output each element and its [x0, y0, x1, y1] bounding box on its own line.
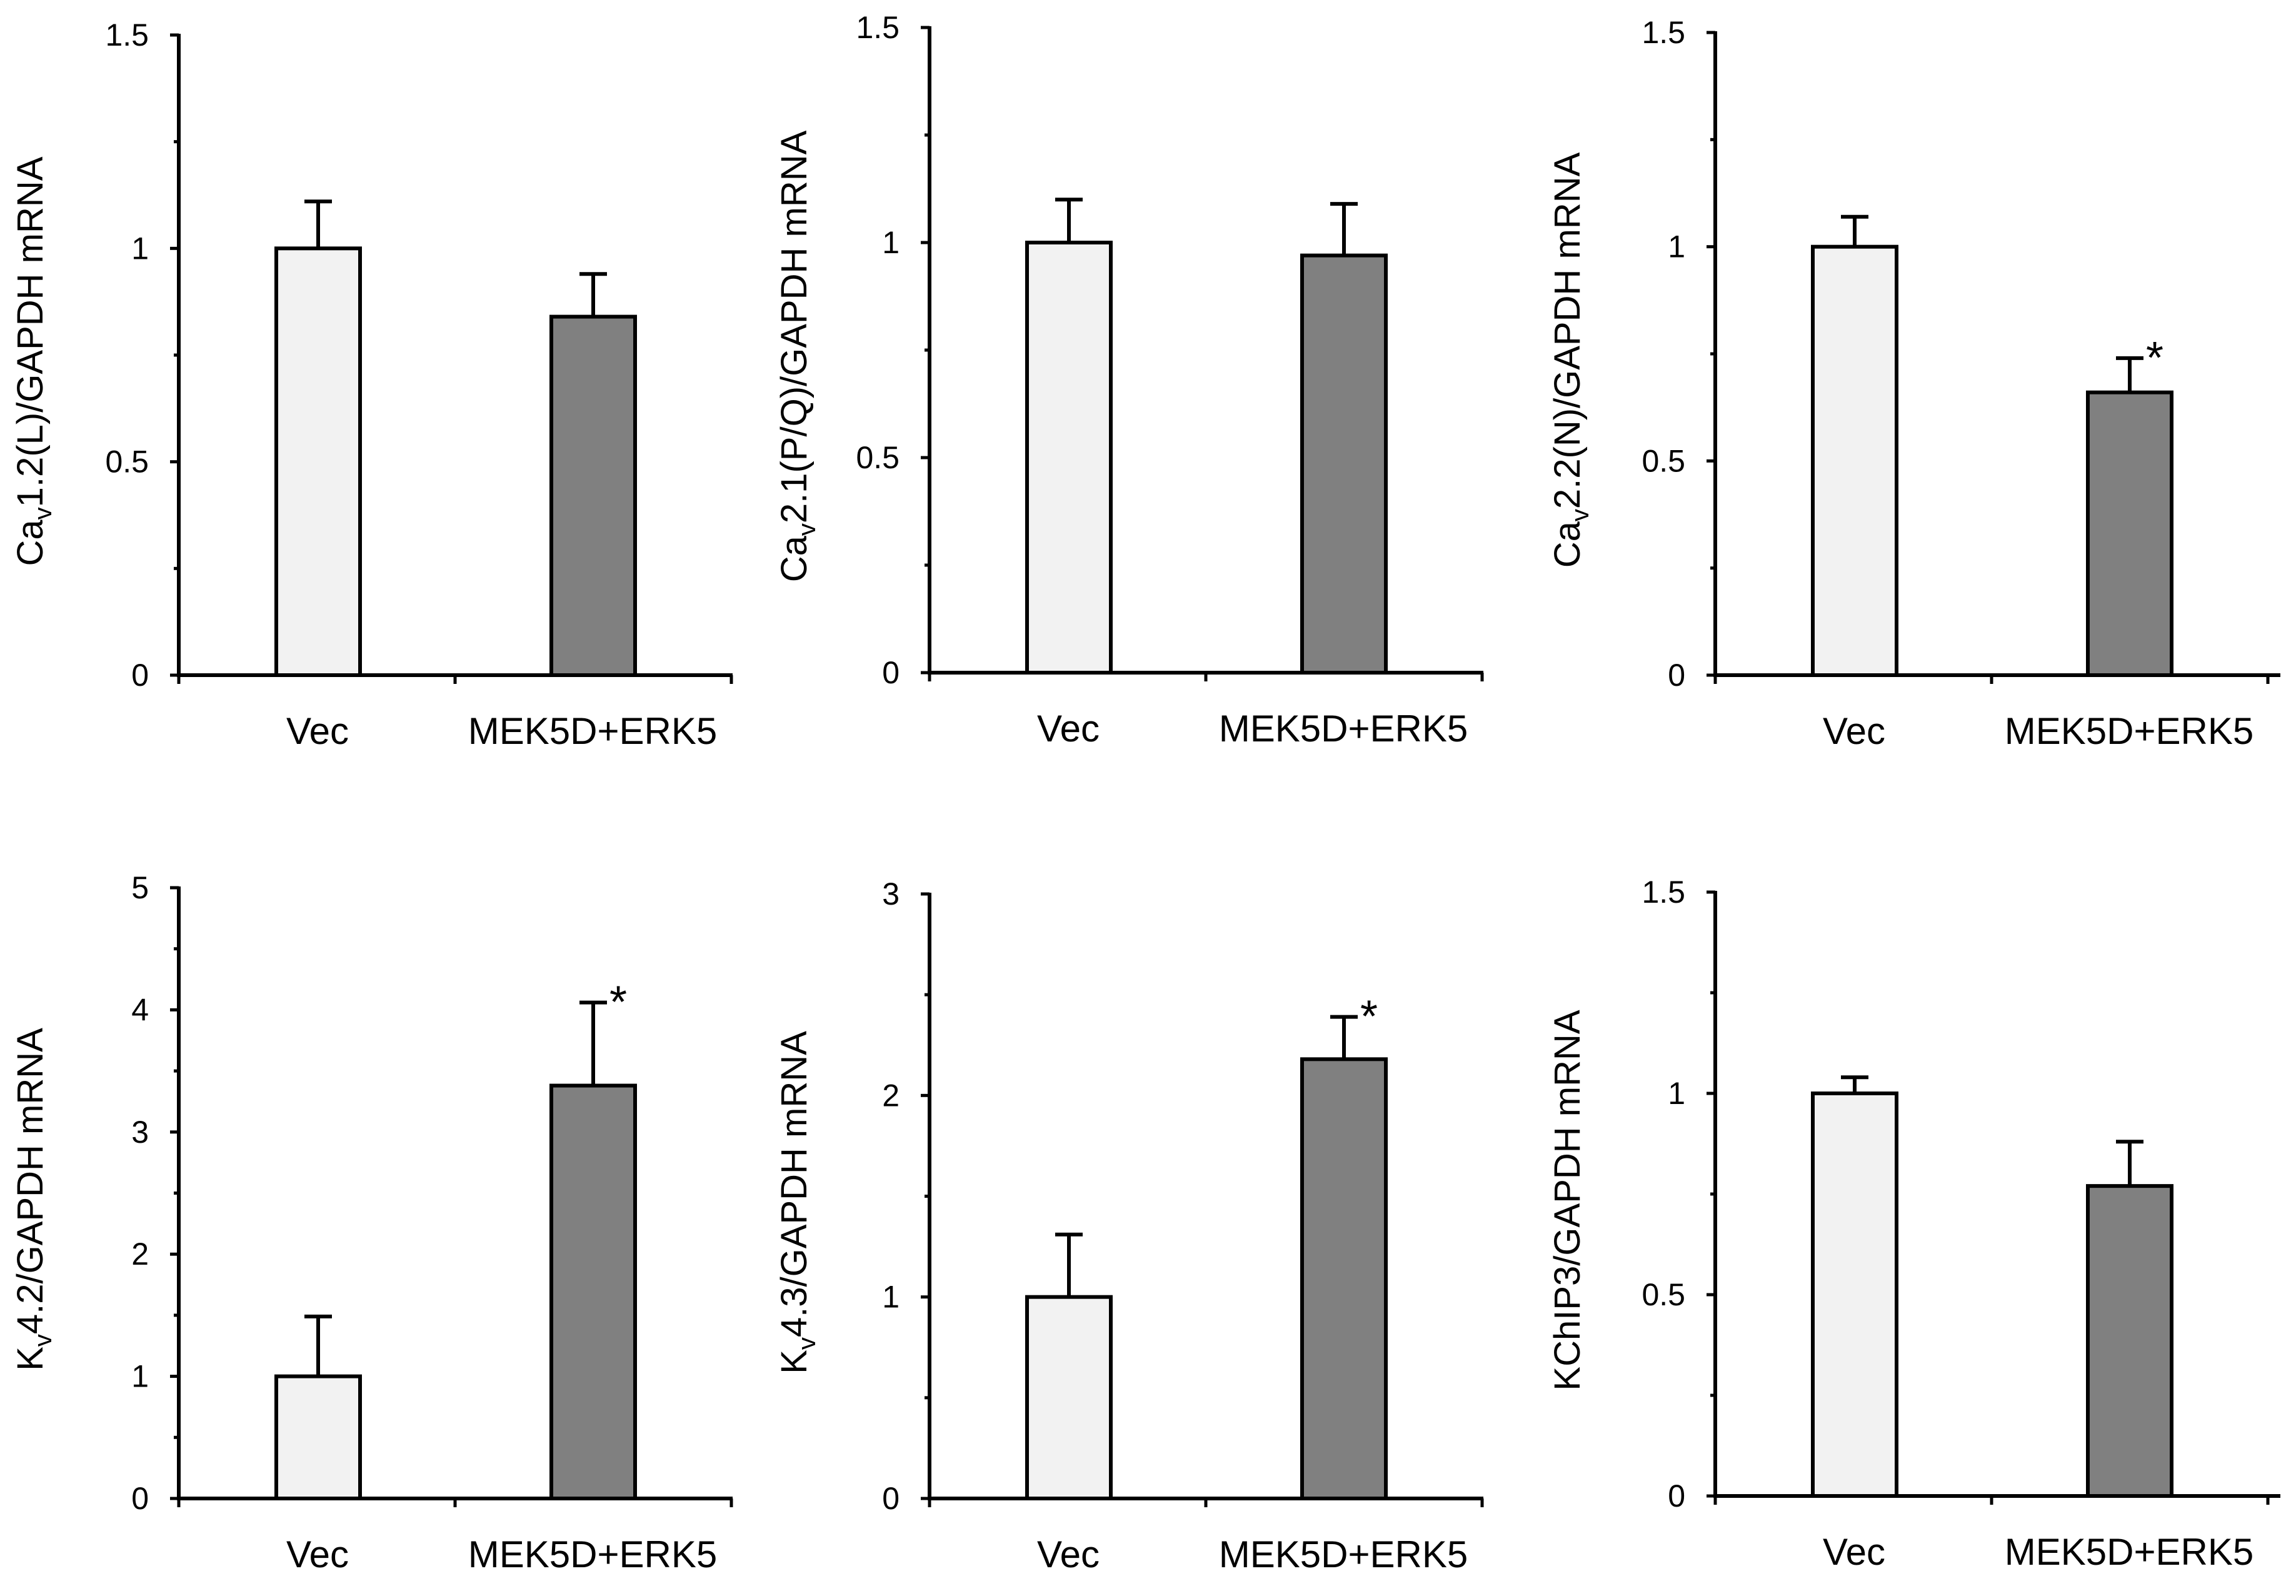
y-tick-label: 0.5	[105, 444, 149, 479]
y-axis-label-main: K	[774, 1350, 815, 1374]
bar-mek5d-erk5	[2086, 390, 2173, 677]
significance-marker: *	[2146, 333, 2163, 383]
bar-vec	[274, 1374, 362, 1501]
chart-panel-6: 0 0.5 1 1.5 Vec MEK5D+ERK5 KChIP3/GAPDH mRNA	[1547, 875, 2280, 1573]
y-tick-label: 0.5	[1642, 1277, 1685, 1312]
y-tick-label: 0	[1668, 1478, 1685, 1513]
y-axis-label: Cav1.2(L)/GAPDH mRNA	[10, 156, 57, 566]
y-axis-label-subscript: v	[1567, 509, 1594, 521]
y-tick-label: 1.5	[1642, 15, 1685, 50]
y-tick-label: 0	[1668, 658, 1685, 693]
bar-vec	[1025, 1295, 1113, 1501]
y-tick-label: 1.5	[105, 18, 149, 53]
y-axis-label-main: Ca	[774, 535, 815, 582]
y-tick-label: 2	[882, 1078, 900, 1113]
y-tick-label: 1.5	[1642, 875, 1685, 910]
y-tick-label: 1	[131, 231, 149, 266]
y-tick-label: 1	[1668, 229, 1685, 264]
y-tick-label: 0	[131, 658, 149, 693]
y-axis-label-main: KChIP3/GAPDH mRNA	[1547, 1010, 1588, 1390]
category-label: Vec	[286, 710, 349, 752]
y-tick-label: 0	[882, 1481, 900, 1516]
y-tick-label: 4	[131, 992, 149, 1027]
bar-vec	[1811, 244, 1898, 677]
y-axis-label-rest: 2.2(N)/GAPDH mRNA	[1547, 152, 1588, 509]
y-axis-label: KChIP3/GAPDH mRNA	[1547, 1010, 1588, 1390]
category-label: Vec	[1823, 710, 1885, 752]
y-tick-label: 0.5	[856, 440, 900, 475]
y-axis-label-main: Ca	[10, 519, 51, 566]
category-label: MEK5D+ERK5	[2005, 710, 2254, 752]
category-label: Vec	[1037, 708, 1100, 750]
category-label: MEK5D+ERK5	[1219, 1533, 1468, 1575]
y-tick-label: 1	[882, 225, 900, 260]
y-tick-label: 0.5	[1642, 443, 1685, 478]
bar-mek5d-erk5	[1300, 1057, 1388, 1500]
bar-vec	[1811, 1092, 1898, 1498]
y-tick-label: 0	[882, 655, 900, 690]
y-axis-label: Kv4.3/GAPDH mRNA	[774, 1031, 821, 1374]
chart-panel-3: * 0 0.5 1 1.5 Vec MEK5D+ERK5 Cav2.2(N)/GAPDH mR…	[1547, 15, 2280, 752]
y-tick-label: 1	[882, 1280, 900, 1315]
y-axis-label-main: K	[10, 1347, 51, 1371]
y-axis-label-main: Ca	[1547, 521, 1588, 568]
y-axis-label-subscript: v	[29, 1334, 57, 1347]
bar-vec	[1025, 241, 1113, 675]
y-axis-label-rest: 4.2/GAPDH mRNA	[10, 1028, 51, 1334]
y-axis-label-rest: 2.1(P/Q)/GAPDH mRNA	[774, 130, 815, 523]
category-label: Vec	[286, 1533, 349, 1575]
chart-panel-4: * 0 1 2 3 4 5 Vec MEK5D+ERK5 Kv4.2/GAPDH mRNA	[10, 870, 733, 1575]
bar-mek5d-erk5	[549, 1083, 637, 1500]
y-axis-label-subscript: v	[29, 507, 57, 519]
y-tick-label: 0	[131, 1481, 149, 1516]
y-axis-label: Cav2.1(P/Q)/GAPDH mRNA	[774, 130, 821, 582]
y-axis-label-subscript: v	[793, 523, 821, 536]
y-axis-label: Kv4.2/GAPDH mRNA	[10, 1028, 57, 1371]
category-label: Vec	[1037, 1533, 1100, 1575]
category-label: MEK5D+ERK5	[468, 710, 718, 752]
chart-panel-1: 0 0.5 1 1.5 Vec MEK5D+ERK5 Cav1.2(L)/GAPDH mRN…	[10, 18, 733, 752]
y-tick-label: 1	[131, 1359, 149, 1394]
significance-marker: *	[1360, 992, 1378, 1042]
y-tick-label: 5	[131, 870, 149, 905]
chart-panel-2: 0 0.5 1 1.5 Vec MEK5D+ERK5 Cav2.1(P/Q)/GAPDH m…	[774, 10, 1484, 750]
y-axis-label-subscript: v	[793, 1337, 821, 1350]
y-tick-label: 1.5	[856, 10, 900, 45]
y-tick-label: 1	[1668, 1076, 1685, 1111]
bar-mek5d-erk5	[549, 314, 637, 677]
chart-panel-5: * 0 1 2 3 Vec MEK5D+ERK5 Kv4.3/GAPDH mRNA	[774, 876, 1484, 1575]
y-tick-label: 3	[131, 1115, 149, 1150]
category-label: MEK5D+ERK5	[1219, 708, 1468, 750]
category-label: MEK5D+ERK5	[2005, 1531, 2254, 1573]
y-tick-label: 3	[882, 876, 900, 911]
y-axis-label-rest: 4.3/GAPDH mRNA	[774, 1031, 815, 1337]
category-label: Vec	[1823, 1531, 1885, 1573]
bar-vec	[274, 246, 362, 678]
bar-mek5d-erk5	[2086, 1184, 2173, 1498]
significance-marker: *	[609, 978, 627, 1028]
y-tick-label: 2	[131, 1237, 149, 1272]
y-axis-label: Cav2.2(N)/GAPDH mRNA	[1547, 152, 1594, 568]
bar-mek5d-erk5	[1300, 253, 1388, 675]
category-label: MEK5D+ERK5	[468, 1533, 718, 1575]
y-axis-label-rest: 1.2(L)/GAPDH mRNA	[10, 156, 51, 507]
